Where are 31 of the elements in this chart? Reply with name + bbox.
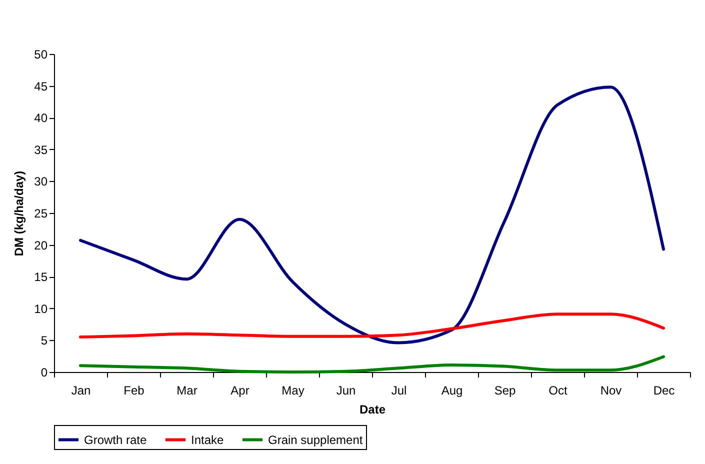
y-tick-label: 35 <box>34 142 48 157</box>
x-tick-label: May <box>282 384 304 398</box>
y-tick-label: 10 <box>34 302 48 316</box>
x-tick-label: Apr <box>230 384 250 398</box>
x-tick-label: Dec <box>653 384 675 398</box>
x-tick-label: Aug <box>441 384 463 398</box>
legend-label: Growth rate <box>84 432 148 447</box>
x-tick-label: Mar <box>176 384 198 398</box>
x-tick-label: Jan <box>71 384 91 398</box>
x-axis-title: Date <box>359 402 386 416</box>
x-tick-label: Sep <box>494 384 516 398</box>
y-tick-label: 0 <box>40 366 48 380</box>
x-tick-label: Feb <box>124 384 145 398</box>
y-tick-label: 45 <box>34 79 48 94</box>
y-tick-label: 20 <box>34 238 48 252</box>
y-tick-label: 5 <box>40 334 48 348</box>
legend-label: Intake <box>191 432 224 447</box>
x-tick-label: Nov <box>600 384 622 398</box>
x-tick-label: Jul <box>391 384 407 398</box>
x-tick-label: Jun <box>336 384 356 398</box>
y-tick-label: 25 <box>34 206 48 220</box>
y-axis-title: DM (kg/ha/day) <box>12 170 26 256</box>
y-tick-label: 30 <box>34 174 48 189</box>
y-tick-label: 15 <box>34 270 48 284</box>
legend-label: Grain supplement <box>268 432 364 447</box>
y-tick-label: 50 <box>34 48 48 62</box>
line-series <box>79 355 665 374</box>
y-tick-label: 40 <box>34 111 48 126</box>
line-series <box>79 86 665 344</box>
x-tick-label: Oct <box>548 384 568 398</box>
line-series <box>79 312 665 339</box>
